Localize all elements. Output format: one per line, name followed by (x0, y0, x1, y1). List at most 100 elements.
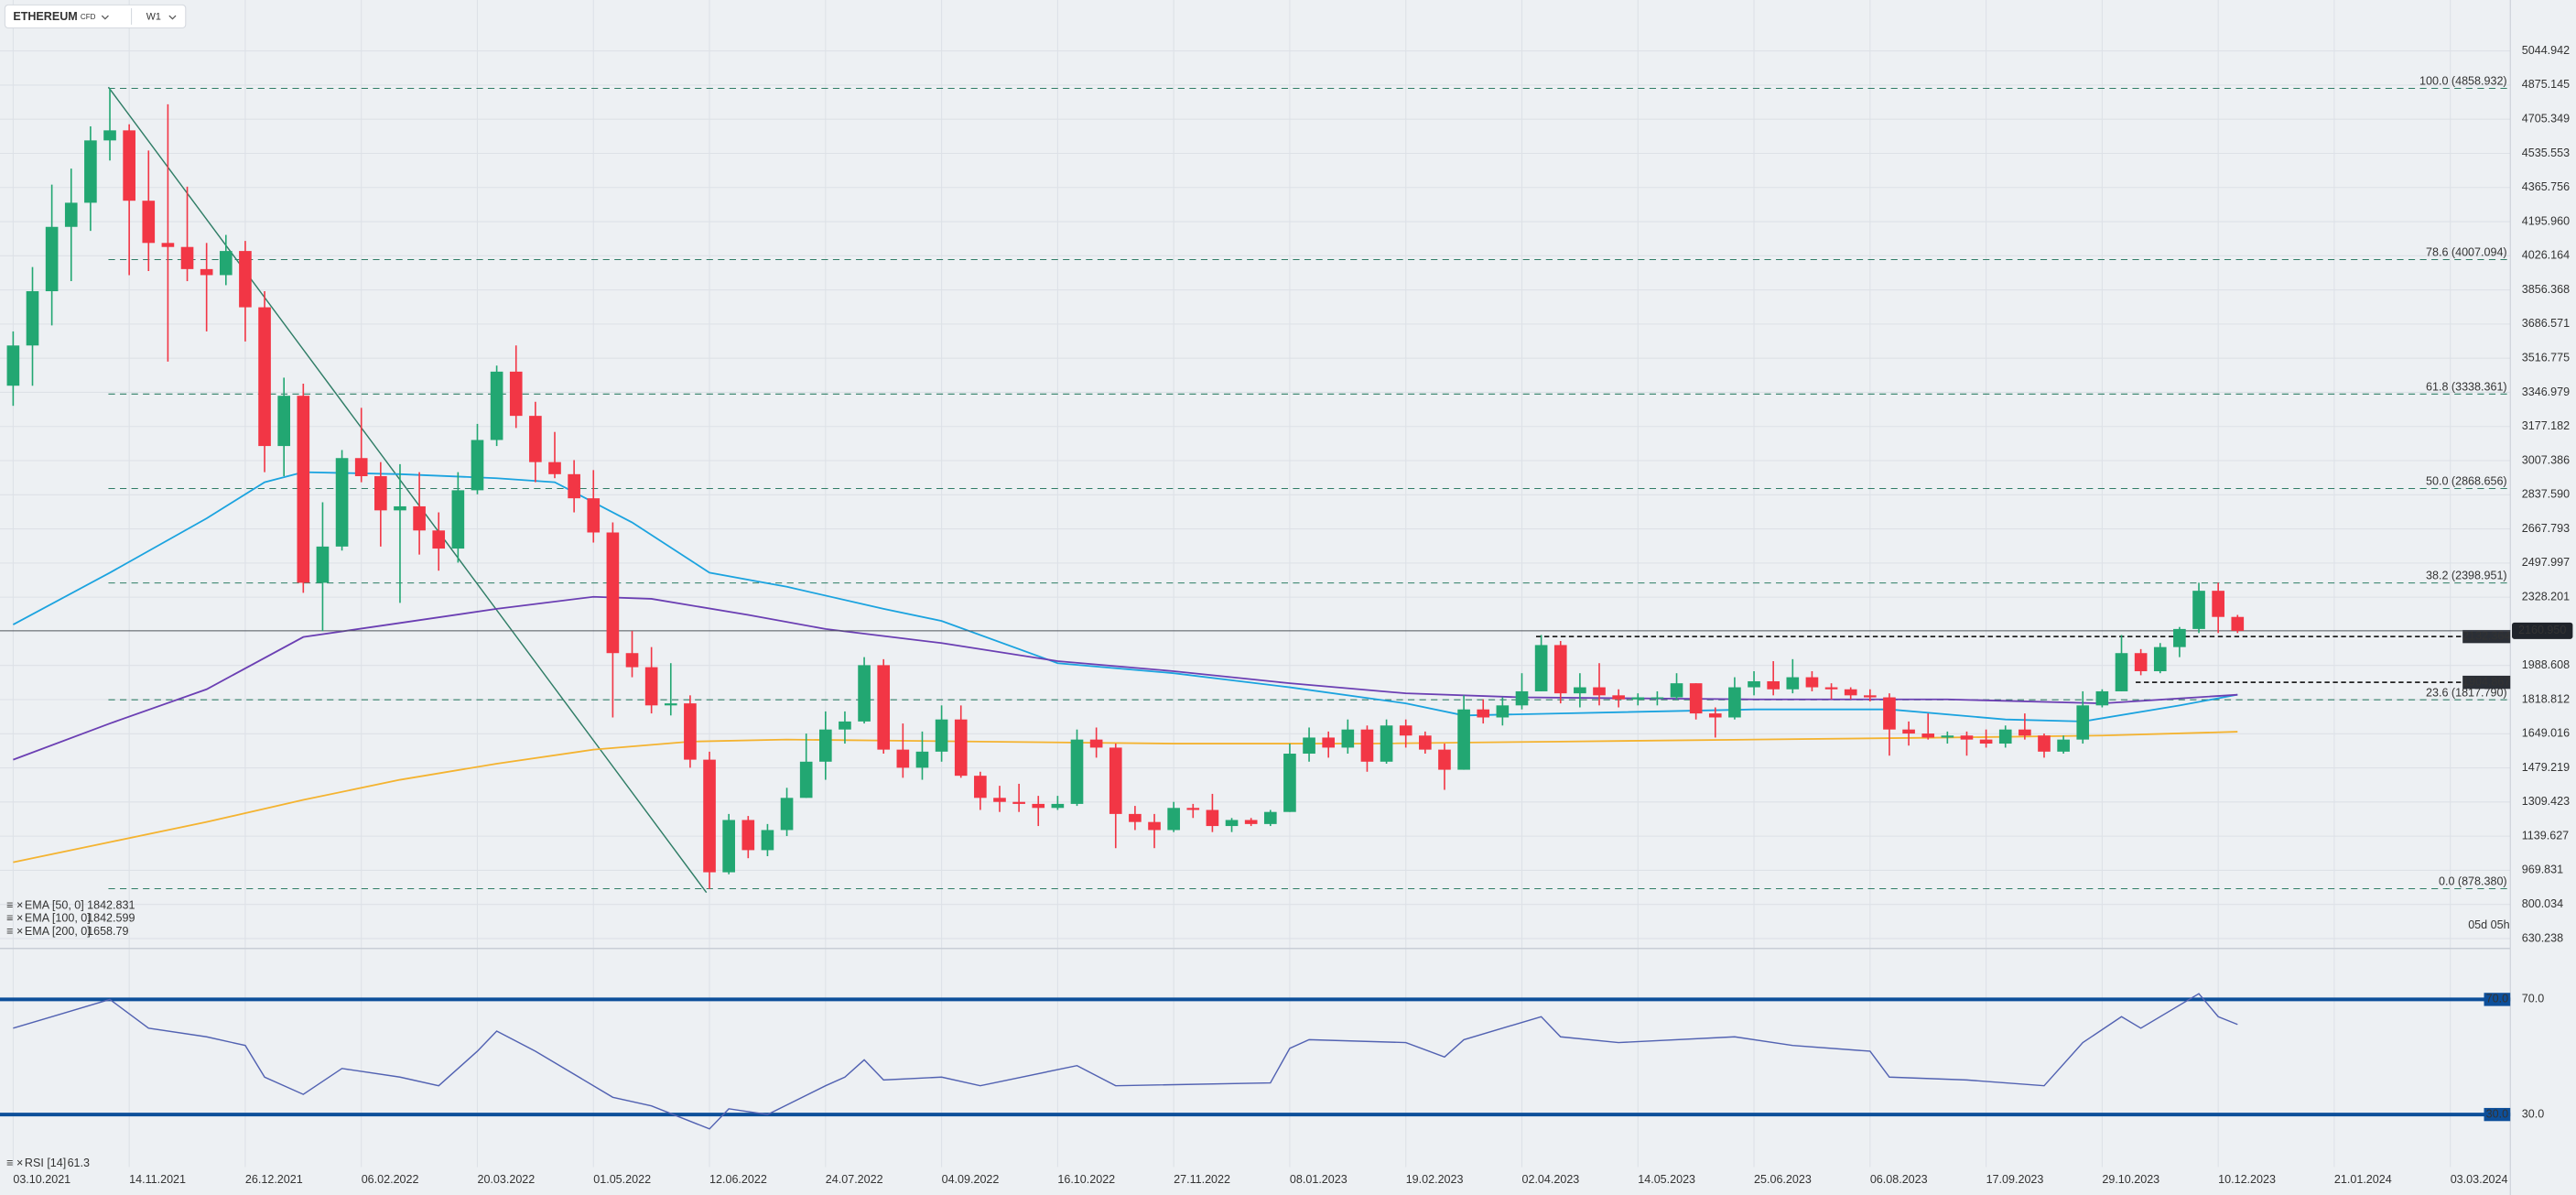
candle-body (471, 440, 484, 491)
rsi-level-tag-label: 70.0 (2486, 993, 2508, 1005)
y-tick-label: 3177.182 (2522, 419, 2570, 432)
y-tick-label: 4875.145 (2522, 78, 2570, 91)
candle-body (877, 665, 891, 750)
y-tick-label: 3856.368 (2522, 283, 2570, 296)
legend-name: EMA [50, 0] (25, 898, 84, 911)
candle-body (6, 345, 20, 386)
candle-body (1380, 725, 1393, 762)
candle-body (1824, 687, 1838, 690)
candle-body (799, 761, 813, 798)
rsi-tick-label: 70.0 (2522, 993, 2544, 1005)
candle-body (84, 140, 97, 203)
candle-body (1844, 689, 1857, 696)
candle-body (839, 721, 851, 730)
legend-value: 1658.79 (87, 925, 128, 938)
plot-layer: 03.10.2021 14.11.2021 26.12.2021 06.02.2022… (0, 44, 2573, 1186)
x-tick-label: 29.10.2023 (2102, 1173, 2159, 1186)
candle-body (896, 749, 910, 768)
caret (101, 15, 109, 20)
candle-body (451, 490, 465, 549)
candle-body (1574, 687, 1586, 694)
candle-body (335, 458, 349, 547)
candle-body (974, 776, 987, 798)
x-tick-label: 06.08.2023 (1870, 1173, 1928, 1186)
rsi-level-tag-label: 30.0 (2486, 1107, 2508, 1120)
y-tick-label: 4365.756 (2522, 180, 2570, 193)
y-tick-label: 2328.201 (2522, 590, 2570, 603)
candle-body (432, 530, 446, 549)
candle-body (1341, 729, 1355, 748)
candle-body (1303, 737, 1315, 755)
price-line-tag (2462, 675, 2511, 690)
candle-body (1419, 735, 1432, 750)
candle-body (258, 307, 271, 447)
candle-body (103, 130, 116, 141)
candle-body (1515, 690, 1529, 706)
candle-body (780, 798, 794, 831)
ema-line (13, 731, 2238, 864)
candle-body (509, 371, 523, 417)
candle-body (123, 130, 135, 201)
candle-body (722, 820, 735, 873)
x-tick-label: 16.10.2022 (1057, 1173, 1115, 1186)
countdown: 05d 05h (2468, 918, 2509, 931)
y-tick-label: 1139.627 (2522, 829, 2569, 842)
candle-body (703, 759, 716, 873)
candle-body (1748, 680, 1760, 688)
candle-body (935, 719, 948, 752)
y-tick-label: 4026.164 (2522, 249, 2570, 262)
y-tick-label: 4195.960 (2522, 214, 2570, 227)
candle-body (2057, 739, 2070, 752)
legend-value: 1842.831 (87, 898, 135, 911)
y-tick-label: 800.034 (2522, 897, 2563, 910)
trend-line (107, 86, 708, 894)
ema-line (13, 595, 2238, 761)
candle-body (1998, 729, 2012, 744)
price-line-label: 2132.364 (2462, 629, 2510, 642)
symbol-header: ETHEREUM CFD W1 (4, 4, 187, 29)
x-tick-label: 14.05.2023 (1638, 1173, 1695, 1186)
legend-icon: ≡ × (6, 898, 23, 911)
candle-body (644, 667, 658, 706)
candle-body (1283, 754, 1296, 812)
candle-body (1593, 687, 1606, 696)
candle-body (1631, 697, 1645, 700)
y-tick-label: 630.238 (2522, 931, 2563, 944)
candle-body (1244, 820, 1258, 824)
candle-body (277, 396, 291, 447)
current-price-label: 2160.950 (2518, 624, 2566, 636)
candle-body (200, 268, 213, 276)
candle-body (1728, 687, 1741, 718)
candle-body (1129, 813, 1142, 822)
candle-body (2134, 653, 2148, 671)
candle-body (297, 396, 310, 583)
x-tick-label: 04.09.2022 (942, 1173, 1000, 1186)
candle-body (1883, 697, 1896, 730)
candle-body (741, 820, 755, 851)
candle-body (1708, 713, 1722, 718)
candle-body (993, 798, 1006, 802)
rsi-level-tag (2484, 1107, 2511, 1122)
candle-body (374, 476, 387, 511)
fib-label: 78.6 (4007.094) (2426, 246, 2507, 259)
candle-body (1941, 735, 1954, 738)
y-tick-label: 1988.608 (2522, 658, 2570, 671)
candle-body (2038, 735, 2051, 752)
candle-body (1051, 803, 1065, 809)
candle-body (1206, 809, 1219, 827)
candle-body (1902, 729, 1915, 734)
legend-name: EMA [100, 0] (25, 912, 91, 925)
legend-value: 1842.599 (87, 912, 135, 925)
rsi-line (13, 993, 2238, 1130)
x-tick-label: 21.01.2024 (2334, 1173, 2392, 1186)
header-box[interactable] (4, 4, 187, 29)
x-tick-label: 02.04.2023 (1521, 1173, 1579, 1186)
x-tick-label: 14.11.2021 (129, 1173, 186, 1186)
candle-body (954, 719, 968, 777)
rsi-level-tag (2484, 993, 2511, 1006)
candle-body (180, 246, 194, 269)
candle-body (1534, 645, 1548, 691)
candle-body (2076, 705, 2090, 740)
candle-body (1805, 677, 1819, 688)
